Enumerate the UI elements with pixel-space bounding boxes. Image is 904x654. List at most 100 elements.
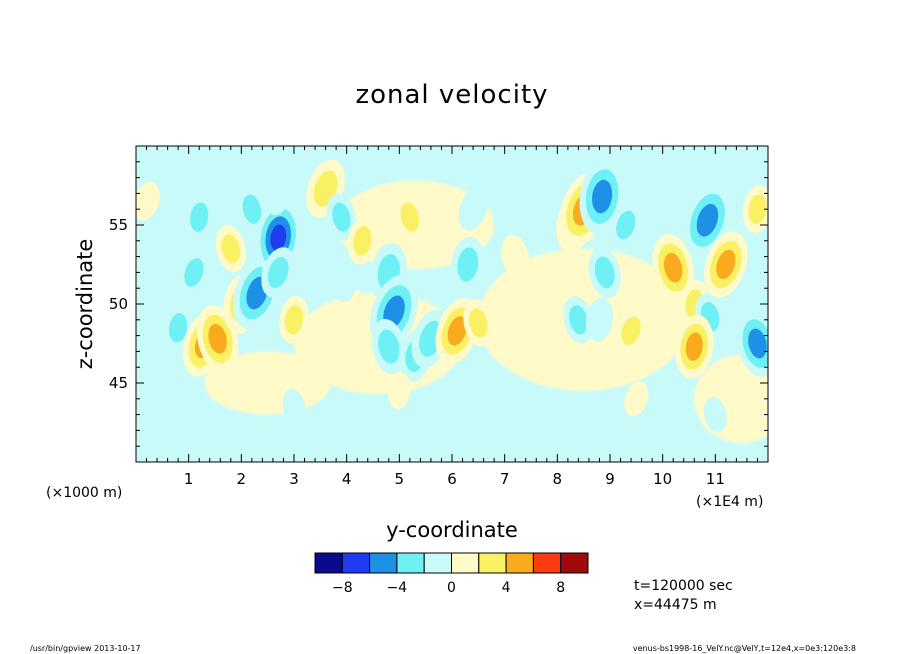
contour-level — [696, 203, 719, 237]
contour-feature — [326, 193, 357, 241]
contour-level — [663, 252, 683, 283]
chart-title: zonal velocity — [355, 80, 548, 110]
footer-right: venus-bs1998-16_VelY.nc@VelY,t=12e4,x=0e… — [633, 644, 856, 653]
contour-feature — [178, 249, 210, 296]
contour-level — [592, 179, 613, 214]
x-tick-label: 8 — [553, 470, 563, 488]
contour-feature — [165, 412, 191, 449]
contour-feature — [236, 185, 267, 233]
colorbar-swatch — [341, 552, 371, 574]
y-tick-label: 55 — [109, 216, 128, 234]
contour-level — [469, 308, 488, 338]
colorbar-swatch — [314, 552, 343, 574]
contour-feature — [215, 225, 246, 273]
contour-feature — [327, 258, 356, 302]
contour-level — [594, 256, 615, 289]
contour-feature — [184, 193, 214, 241]
x-tick-label: 7 — [500, 470, 510, 488]
contour-feature — [387, 373, 411, 409]
x-tick-label: 5 — [395, 470, 405, 488]
contour-feature — [136, 181, 160, 221]
contour-level — [165, 412, 191, 449]
contour-feature — [563, 296, 594, 344]
contour-feature — [585, 297, 614, 342]
colorbar-swatch — [532, 552, 562, 574]
x-axis: 1 2 3 4 5 6 7 8 9 10 11 — [135, 146, 769, 488]
contour-level — [270, 224, 287, 251]
contour-level — [685, 332, 703, 361]
contour-feature — [610, 201, 642, 249]
colorbar-tick-label: −4 — [387, 580, 408, 596]
contour-level — [616, 210, 636, 240]
contour-feature — [615, 307, 647, 355]
y-tick-label: 50 — [109, 295, 128, 313]
colorbar-swatch — [560, 552, 589, 574]
x-tick-label: 6 — [447, 470, 457, 488]
contour-level — [417, 218, 445, 263]
contour-feature — [458, 187, 488, 231]
x-tick-label: 1 — [184, 470, 194, 488]
contour-feature — [417, 218, 445, 263]
contour-feature — [703, 396, 727, 433]
position-label: x=44475 m — [634, 597, 717, 613]
colorbar-tick-label: 0 — [447, 580, 456, 596]
x-tick-label: 4 — [342, 470, 352, 488]
contour-level — [457, 247, 479, 282]
contour-level — [169, 313, 188, 343]
contour-feature — [279, 295, 309, 344]
x-units-label: (×1E4 m) — [696, 494, 763, 510]
colorbar-ticks: −8 −4 0 4 8 — [332, 580, 565, 596]
contour-level — [387, 373, 411, 409]
contour-level — [400, 202, 420, 232]
contour-level — [501, 234, 530, 279]
plot-area — [136, 146, 768, 462]
contour-level — [748, 328, 767, 359]
x-tick-label: 9 — [605, 470, 615, 488]
colorbar-swatch — [396, 552, 425, 574]
colorbar-tick-label: −8 — [332, 580, 353, 596]
contour-feature — [282, 388, 306, 425]
contour-level — [585, 297, 614, 342]
contour-level — [353, 226, 372, 256]
x-tick-label: 10 — [653, 470, 672, 488]
contour-level — [242, 194, 262, 224]
colorbar-tick-label: 8 — [556, 580, 565, 596]
contour-level — [282, 388, 306, 425]
x-tick-label: 3 — [289, 470, 299, 488]
x-axis-title: y-coordinate — [386, 518, 518, 542]
colorbar-swatch — [505, 552, 534, 574]
contour-level — [327, 258, 356, 302]
contour-feature — [371, 319, 407, 375]
contour-level — [136, 181, 160, 221]
contour-feature — [259, 171, 287, 216]
contour-level — [184, 258, 204, 287]
contour-level — [569, 305, 588, 335]
contour-level — [716, 249, 736, 280]
contour-level — [458, 187, 488, 231]
y-units-label: (×1000 m) — [46, 485, 122, 501]
y-axis-title: z-coordinate — [73, 239, 97, 370]
contour-feature — [261, 247, 296, 298]
colorbar-swatch — [451, 552, 480, 574]
contour-level — [482, 403, 506, 442]
x-tick-label: 2 — [237, 470, 247, 488]
footer-left: /usr/bin/gpview 2013-10-17 — [30, 644, 141, 653]
contour-level — [284, 305, 304, 335]
contour-feature — [501, 234, 530, 279]
contour-feature — [482, 403, 506, 442]
contour-feature — [588, 246, 621, 299]
contour-feature — [742, 185, 768, 234]
colorbar-swatch — [478, 552, 507, 574]
contour-feature — [624, 381, 649, 417]
contour-feature — [394, 193, 425, 241]
contour-level — [703, 396, 727, 433]
contour-feature — [652, 234, 695, 302]
contour-level — [267, 256, 289, 288]
contour-feature — [149, 276, 176, 316]
contour-level — [259, 171, 287, 216]
contour-level — [208, 323, 227, 354]
contour-feature — [704, 231, 748, 298]
time-label: t=120000 sec — [634, 578, 733, 594]
contour-feature — [450, 236, 485, 293]
